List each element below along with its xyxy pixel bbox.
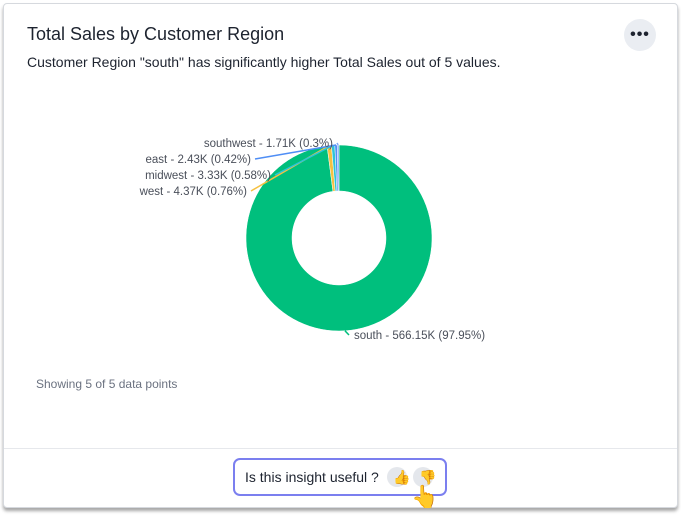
divider (4, 448, 677, 449)
data-label-east: east - 2.43K (0.42%) (146, 154, 252, 166)
insight-card: Total Sales by Customer Region Customer … (3, 3, 678, 509)
leader-line-south (344, 330, 350, 336)
data-label-west: west - 4.37K (0.76%) (139, 186, 248, 198)
leader-line-east (254, 144, 337, 160)
chart-subtitle: Customer Region "south" has significantl… (27, 54, 501, 70)
feedback-box: Is this insight useful ? 👍 👎 (233, 458, 447, 496)
donut-chart: south - 566.15K (97.95%) west - 4.37K (0.… (139, 138, 486, 342)
chart-title: Total Sales by Customer Region (27, 24, 285, 44)
hand-cursor-icon: 👆 (411, 484, 439, 509)
feedback-question: Is this insight useful ? (245, 469, 379, 485)
more-horizontal-icon: ••• (630, 26, 650, 43)
leader-line-midwest (274, 144, 334, 176)
more-options-button[interactable]: ••• (624, 19, 656, 51)
data-points-note: Showing 5 of 5 data points (36, 377, 178, 391)
slice-south[interactable] (245, 144, 433, 332)
thumbs-down-button[interactable]: 👎 (412, 467, 437, 487)
data-label-southwest: southwest - 1.71K (0.3%) (204, 138, 333, 150)
thumbs-down-icon: 👎 (419, 468, 437, 485)
data-label-midwest: midwest - 3.33K (0.58%) (145, 170, 271, 182)
thumbs-up-button[interactable]: 👍 (386, 467, 411, 487)
leader-line-southwest (336, 142, 339, 146)
thumbs-up-icon: 👍 (393, 468, 411, 485)
data-label-south: south - 566.15K (97.95%) (354, 330, 485, 342)
